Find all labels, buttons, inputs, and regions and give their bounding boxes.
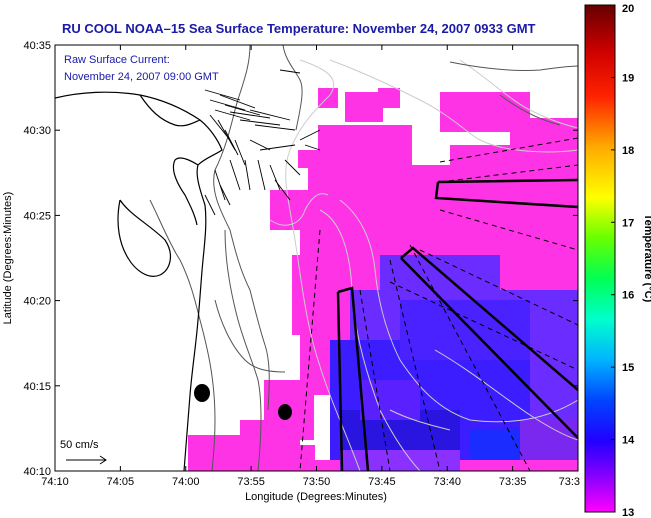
x-tick-label: 73:35: [499, 476, 527, 488]
x-tick-label: 73:50: [303, 476, 331, 488]
x-axis-label: Longitude (Degrees:Minutes): [245, 491, 387, 503]
x-tick-label: 73:3: [559, 476, 580, 488]
surface-current-vectors: [204, 69, 321, 216]
y-tick-label: 40:10: [23, 466, 51, 478]
coastline: [55, 91, 223, 471]
nearshore-contours: [149, 45, 578, 471]
x-tick-label: 73:40: [433, 476, 461, 488]
transect-dashed-lines: [299, 137, 578, 471]
y-tick-label: 40:25: [23, 210, 51, 222]
plot-area: Raw Surface Current: November 24, 2007 0…: [55, 45, 578, 471]
colorbar-tick-label: 16: [622, 290, 634, 302]
bathymetry-contours: [269, 59, 578, 471]
y-axis-label: Latitude (Degrees:Minutes): [2, 192, 14, 325]
vector-scale-label: 50 cm/s: [60, 439, 99, 451]
colorbar-tick-label: 20: [622, 3, 634, 15]
colorbar-tick-label: 17: [622, 217, 634, 229]
y-tick-label: 40:20: [23, 296, 51, 308]
x-tick-label: 74:00: [172, 476, 200, 488]
colorbar-ticks: 20 19 18 17 16 15 14 13: [611, 3, 635, 518]
current-label-line2: November 24, 2007 09:00 GMT: [64, 71, 219, 83]
transect-boxes: [336, 178, 578, 471]
colorbar-tick-label: 15: [622, 362, 634, 374]
x-tick-label: 74:05: [107, 476, 135, 488]
station-marker-1: [194, 384, 210, 402]
y-tick-label: 40:15: [23, 381, 51, 393]
station-marker-2: [278, 404, 292, 420]
x-tick-label: 73:45: [368, 476, 396, 488]
colorbar-tick-label: 13: [622, 507, 634, 518]
current-label-line1: Raw Surface Current:: [64, 54, 170, 66]
y-tick-label: 40:35: [23, 40, 51, 52]
y-tick-label: 40:30: [23, 125, 51, 137]
colorbar-tick-label: 18: [622, 145, 634, 157]
x-tick-label: 74:10: [41, 476, 69, 488]
colorbar-label: Temperature (°C): [642, 214, 651, 303]
chart-title: RU COOL NOAA–15 Sea Surface Temperature:…: [62, 21, 536, 36]
colorbar-tick-label: 14: [622, 435, 635, 447]
vector-scale-arrow: [66, 455, 107, 465]
y-axis-ticks: 40:35 40:30 40:25 40:20 40:15 40:10: [23, 40, 578, 478]
colorbar-tick-label: 19: [622, 72, 634, 84]
x-axis-ticks: 74:10 74:05 74:00 73:55 73:50 73:45 73:40 73:35…: [41, 45, 580, 488]
x-tick-label: 73:55: [237, 476, 265, 488]
colorbar: [584, 4, 616, 513]
